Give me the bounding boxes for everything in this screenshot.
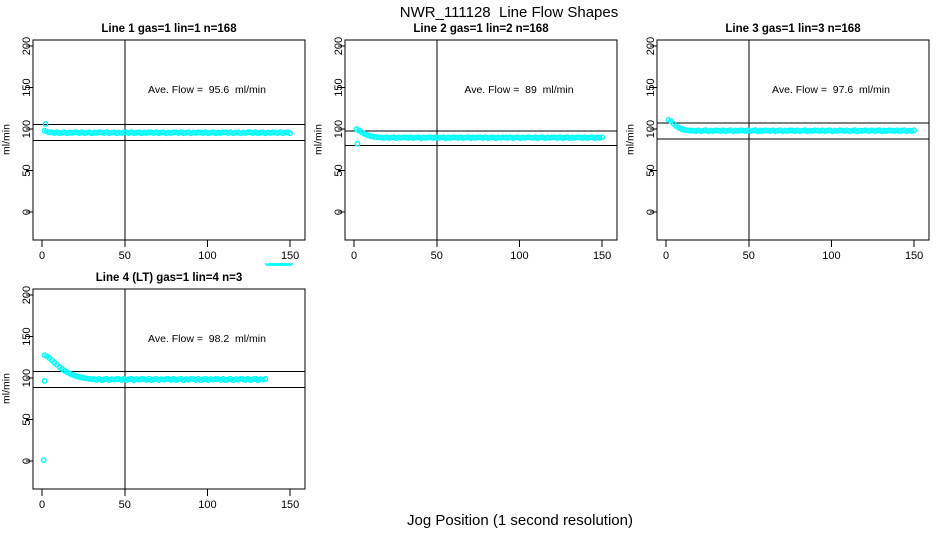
data-point <box>272 263 279 266</box>
data-point <box>282 263 289 266</box>
x-axis-tick-label: 0 <box>39 250 45 262</box>
x-axis-tick-label: 50 <box>119 499 131 511</box>
panel-title: Line 1 gas=1 lin=1 n=168 <box>101 23 237 35</box>
y-axis-tick-label: 0 <box>21 209 33 215</box>
x-axis-tick-label: 50 <box>431 250 443 262</box>
ave-flow-annotation: Ave. Flow = 98.2 ml/min <box>148 333 266 345</box>
x-axis-tick-label: 150 <box>593 250 611 262</box>
y-axis-tick-label: 150 <box>21 78 33 96</box>
x-axis-tick-label: 150 <box>905 250 923 262</box>
panel-line-1: Line 1 gas=1 lin=1 n=168 ml/min Ave. Flo… <box>0 14 312 266</box>
data-point <box>284 263 291 266</box>
y-axis-tick-label: 0 <box>645 209 657 215</box>
data-point <box>76 374 83 380</box>
data-point <box>911 127 918 134</box>
y-axis-tick-label: 100 <box>645 120 657 138</box>
ave-flow-annotation: Ave. Flow = 95.6 ml/min <box>148 84 266 96</box>
data-point <box>262 376 269 382</box>
y-axis-tick-label: 200 <box>21 286 33 304</box>
plot-area-line-4: 0 50 100 150 0 50 100 150 200 <box>21 263 306 511</box>
y-axis-tick-label: 50 <box>333 164 345 176</box>
plot-box-border <box>32 39 306 241</box>
data-point-outlier <box>40 457 47 464</box>
y-axis-tick-label: 0 <box>21 458 33 464</box>
plot-box-border <box>32 288 306 490</box>
x-axis-tick-label: 150 <box>281 499 299 511</box>
x-axis-tick-label: 0 <box>39 499 45 511</box>
y-axis-tick-label: 50 <box>645 164 657 176</box>
y-axis-tick-label: 100 <box>21 120 33 138</box>
x-axis-tick-label: 150 <box>281 250 299 262</box>
x-axis-tick-label: 0 <box>663 250 669 262</box>
plot-area-line-2: 0 50 100 150 0 50 100 150 200 <box>333 37 618 262</box>
plot-area-line-1: 0 50 100 150 0 50 100 150 200 <box>21 37 306 262</box>
data-point-outlier <box>42 121 49 128</box>
figure-title: NWR_111128 Line Flow Shapes <box>399 4 619 21</box>
panel-line-3: Line 3 gas=1 lin=3 n=168 ml/min Ave. Flo… <box>624 14 936 266</box>
data-point <box>279 263 286 266</box>
x-axis-tick-label: 50 <box>743 250 755 262</box>
plot-area-line-3: 0 50 100 150 0 50 100 150 200 <box>645 37 930 262</box>
y-axis-tick-label: 150 <box>333 78 345 96</box>
data-point <box>287 130 294 137</box>
x-axis-tick-label: 100 <box>822 250 840 262</box>
y-axis-tick-label: 100 <box>21 369 33 387</box>
data-point <box>277 263 284 266</box>
data-point <box>908 128 915 134</box>
panel-line-4: Line 4 (LT) gas=1 lin=4 n=3 ml/min Ave. … <box>0 263 312 515</box>
y-axis-tick-label: 150 <box>645 78 657 96</box>
y-axis-tick-label: 200 <box>645 37 657 55</box>
data-point <box>274 263 281 266</box>
y-axis-tick-label: 200 <box>21 37 33 55</box>
y-axis-tick-label: 200 <box>333 37 345 55</box>
y-axis-tick-label: 100 <box>333 120 345 138</box>
panel-title: Line 2 gas=1 lin=2 n=168 <box>413 23 549 35</box>
data-point <box>269 263 276 266</box>
x-axis-label: Jog Position (1 second resolution) <box>407 512 633 529</box>
data-point <box>264 263 271 266</box>
y-axis-tick-label: 0 <box>333 209 345 215</box>
x-axis-tick-label: 100 <box>198 250 216 262</box>
data-point <box>267 263 274 266</box>
panel-title: Line 3 gas=1 lin=3 n=168 <box>725 23 861 35</box>
y-axis-tick-label: 50 <box>21 164 33 176</box>
y-axis-tick-label: 150 <box>21 327 33 345</box>
data-point <box>287 263 294 266</box>
x-axis-tick-label: 0 <box>351 250 357 262</box>
data-point <box>599 134 606 141</box>
data-point-outlier <box>354 140 361 147</box>
panel-line-2: Line 2 gas=1 lin=2 n=168 ml/min Ave. Flo… <box>312 14 624 266</box>
x-axis-tick-label: 50 <box>119 250 131 262</box>
x-axis-tick-label: 100 <box>198 499 216 511</box>
y-axis-tick-label: 50 <box>21 413 33 425</box>
plot-box-border <box>656 39 930 241</box>
data-point <box>596 134 603 141</box>
ave-flow-annotation: Ave. Flow = 97.6 ml/min <box>772 84 890 96</box>
panel-title: Line 4 (LT) gas=1 lin=4 n=3 <box>95 272 243 284</box>
plot-box-border <box>344 39 618 241</box>
ave-flow-annotation: Ave. Flow = 89 ml/min <box>464 84 574 96</box>
data-point-outlier <box>41 378 48 384</box>
x-axis-tick-label: 100 <box>510 250 528 262</box>
